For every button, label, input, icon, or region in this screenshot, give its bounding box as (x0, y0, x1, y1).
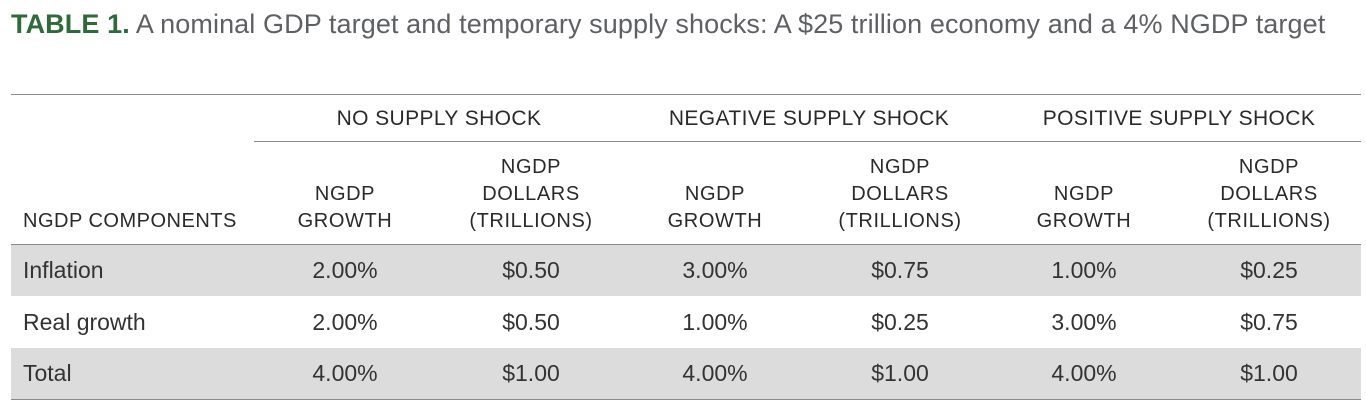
table-cell: $0.25 (1240, 257, 1298, 283)
row-header-ngdp-components: NGDP COMPONENTS (23, 210, 237, 232)
table-cell: 1.00% (1051, 257, 1117, 283)
table-row: Total 4.00% $1.00 4.00% $1.00 4.00% $1.0… (11, 348, 1361, 399)
table-cell: $1.00 (1240, 360, 1298, 386)
table-cell: 4.00% (1051, 360, 1117, 386)
group-header-negative-shock: NEGATIVE SUPPLY SHOCK (668, 107, 950, 130)
table-title-label: TABLE 1. (11, 9, 130, 39)
row-label: Real growth (23, 309, 146, 335)
table-cell: $1.00 (871, 360, 929, 386)
table-cell: $0.50 (502, 257, 560, 283)
table-cell: $0.50 (502, 309, 560, 335)
table-cell: 3.00% (1051, 309, 1117, 335)
column-header-rule (11, 244, 1361, 245)
table-cell: $0.25 (871, 309, 929, 335)
group-header-rule (254, 141, 1361, 142)
group-header-positive-shock: POSITIVE SUPPLY SHOCK (1042, 107, 1316, 130)
col-header-positive-shock-growth: NGDP GROWTH (1036, 183, 1132, 232)
table-row: Real growth 2.00% $0.50 1.00% $0.25 3.00… (11, 297, 1361, 348)
table-title: TABLE 1. A nominal GDP target and tempor… (11, 6, 1361, 42)
table-cell: 2.00% (312, 257, 378, 283)
table-cell: 4.00% (312, 360, 378, 386)
col-header-no-shock-growth: NGDP GROWTH (297, 183, 393, 232)
col-header-positive-shock-dollars: NGDP DOLLARS (TRILLIONS) (1207, 156, 1331, 232)
table-cell: $0.75 (871, 257, 929, 283)
table-cell: $1.00 (502, 360, 560, 386)
top-rule (11, 94, 1361, 95)
row-label: Total (23, 360, 72, 386)
table-cell: 2.00% (312, 309, 378, 335)
row-label: Inflation (23, 257, 104, 283)
table-cell: 4.00% (682, 360, 748, 386)
table-row: Inflation 2.00% $0.50 3.00% $0.75 1.00% … (11, 245, 1361, 296)
table-cell: $0.75 (1240, 309, 1298, 335)
col-header-no-shock-dollars: NGDP DOLLARS (TRILLIONS) (469, 156, 593, 232)
col-header-negative-shock-dollars: NGDP DOLLARS (TRILLIONS) (838, 156, 962, 232)
bottom-rule (11, 399, 1361, 400)
table-cell: 3.00% (682, 257, 748, 283)
group-header-no-shock: NO SUPPLY SHOCK (336, 107, 542, 130)
col-header-negative-shock-growth: NGDP GROWTH (667, 183, 763, 232)
table-cell: 1.00% (682, 309, 748, 335)
table-title-text: A nominal GDP target and temporary suppl… (129, 9, 1326, 39)
